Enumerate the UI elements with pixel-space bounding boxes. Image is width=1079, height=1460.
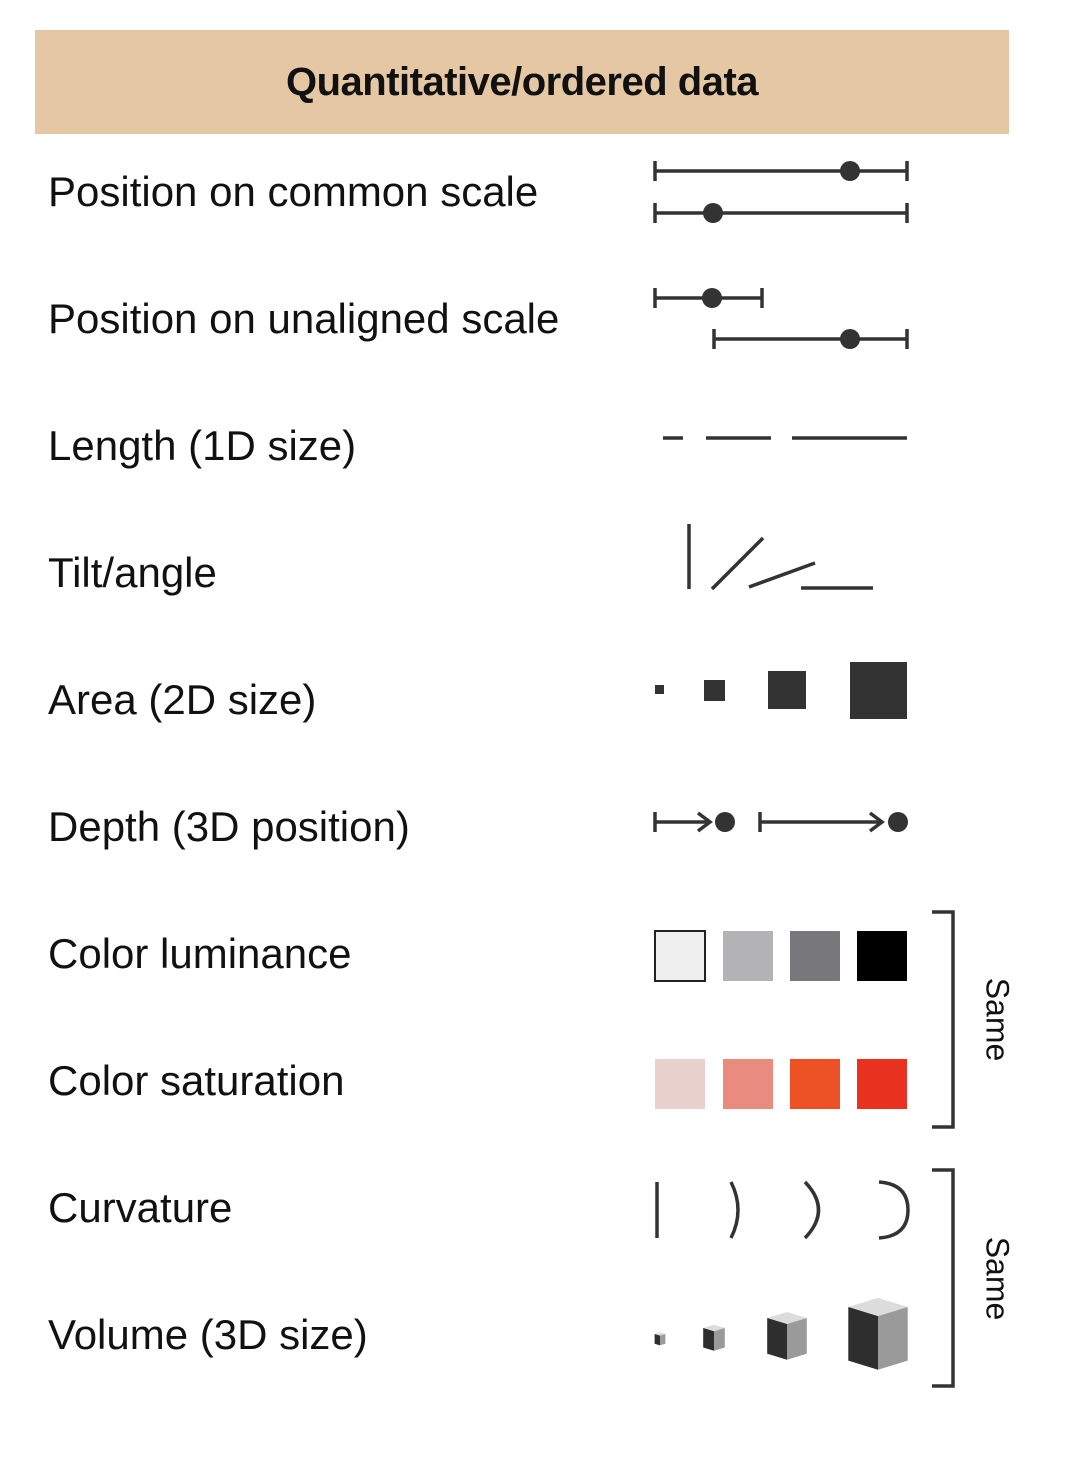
swatch-saturation-2 [723, 1059, 773, 1109]
header-title: Quantitative/ordered data [285, 59, 759, 104]
swatch-saturation-4 [857, 1059, 907, 1109]
label-color-luminance: Color luminance [48, 930, 352, 977]
bracket-curvature-volume [932, 1168, 955, 1388]
swatch-luminance-1 [654, 930, 706, 982]
label-color-saturation: Color saturation [48, 1057, 345, 1104]
label-volume: Volume (3D size) [48, 1311, 368, 1358]
swatch-luminance-4 [857, 931, 907, 981]
glyph-curvature [655, 1180, 910, 1240]
glyph-tilt [687, 524, 873, 591]
glyph-area [655, 662, 907, 719]
glyph-position-unaligned [653, 288, 909, 349]
same-label-color: Same [979, 977, 1016, 1062]
label-length: Length (1D size) [48, 422, 357, 469]
label-area: Area (2D size) [48, 676, 317, 723]
swatch-luminance-3 [790, 931, 840, 981]
swatch-luminance-2 [723, 931, 773, 981]
bracket-color [932, 910, 955, 1129]
label-depth: Depth (3D position) [48, 803, 410, 850]
label-position-unaligned: Position on unaligned scale [48, 295, 560, 342]
glyph-position-common [653, 161, 909, 223]
header-banner: Quantitative/ordered data [35, 30, 1009, 134]
volume-cube-4 [848, 1297, 908, 1370]
label-curvature: Curvature [48, 1184, 233, 1231]
volume-cube-1 [654, 1332, 666, 1346]
swatch-saturation-1 [655, 1059, 705, 1109]
volume-cube-3 [767, 1311, 807, 1360]
swatch-saturation-3 [790, 1059, 840, 1109]
same-label-curvature-volume: Same [979, 1236, 1016, 1321]
label-tilt: Tilt/angle [48, 549, 217, 596]
glyph-depth [653, 811, 908, 833]
volume-cube-2 [703, 1324, 725, 1351]
label-position-common: Position on common scale [48, 168, 539, 215]
